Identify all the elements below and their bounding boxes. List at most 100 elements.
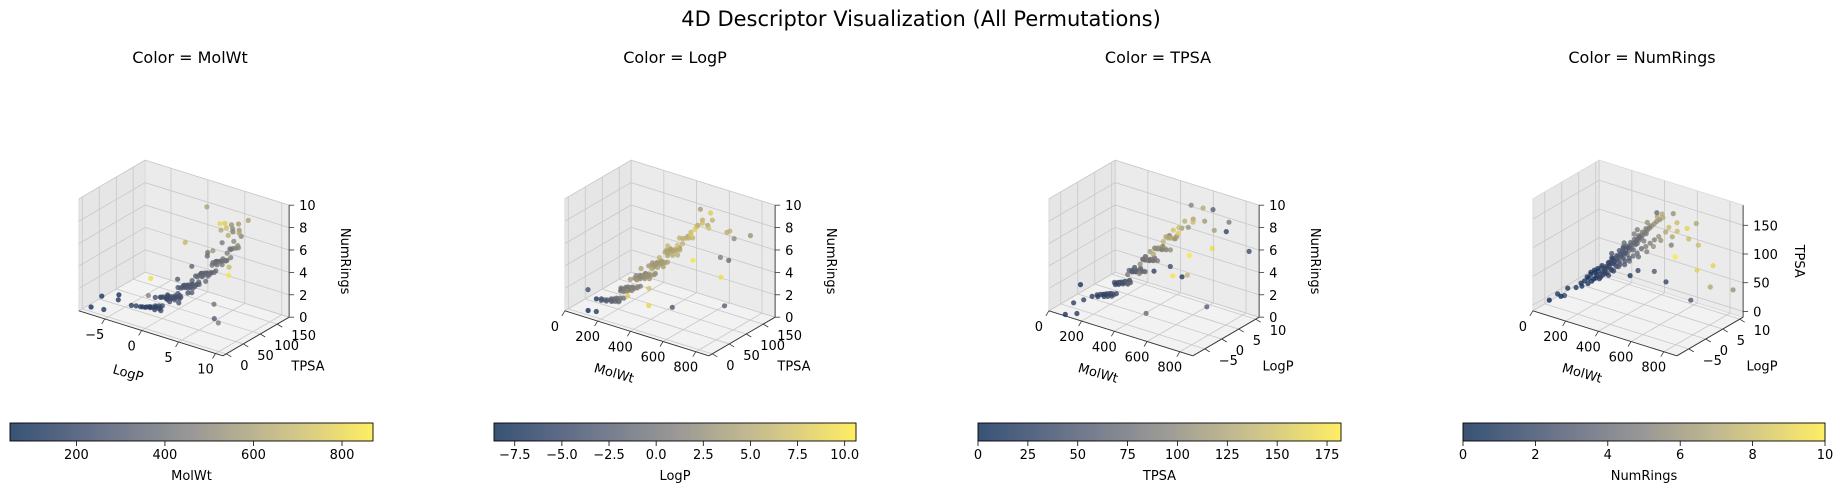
y-tick	[1722, 328, 1728, 333]
colorbar-tick-label: 175	[1315, 448, 1340, 463]
x-axis-line	[78, 310, 224, 357]
scatter-point	[211, 301, 217, 307]
scatter-point	[158, 294, 164, 300]
colorbar-tick-label: 600	[241, 448, 266, 463]
colorbar: −7.5 −5.0 −2.5 0.0 2.5 5.0 7.5 10.0 LogP	[493, 422, 859, 484]
scatter-point	[128, 302, 134, 308]
x-axis-title: MolWt	[1560, 361, 1603, 387]
scatter-point	[1588, 269, 1594, 275]
scatter-point	[1165, 235, 1171, 241]
scatter-point	[709, 217, 716, 223]
scatter-point	[1666, 224, 1672, 230]
scatter-point	[116, 292, 122, 298]
colorbar-tick-label: 0.0	[646, 448, 667, 463]
scatter-point	[1112, 281, 1118, 288]
colorbar-tick-label: −2.5	[593, 448, 625, 463]
x-tick-label: 10	[197, 363, 214, 378]
scatter-point	[226, 272, 232, 278]
y-tick	[226, 353, 232, 358]
x-tick	[1110, 331, 1115, 337]
scatter-point	[674, 242, 681, 248]
scatter-point	[194, 274, 200, 280]
scatter-point	[1179, 274, 1185, 280]
scatter-point	[203, 278, 209, 284]
z-tick-label: 4	[785, 266, 793, 281]
scatter-point	[706, 225, 712, 231]
z-gridline	[564, 249, 776, 296]
y-axis-line	[1676, 316, 1744, 357]
y-tick	[1204, 348, 1210, 353]
scatter-point	[1175, 230, 1181, 236]
scatter-point	[137, 304, 144, 310]
scatter-point	[731, 236, 737, 242]
scatter-point	[718, 274, 724, 280]
colorbar-tick-label: 6	[1676, 448, 1684, 463]
x-tick	[1627, 341, 1632, 347]
scatter-point	[214, 262, 220, 268]
scatter-point	[1176, 225, 1182, 231]
x-tick-label: 400	[1576, 340, 1601, 355]
scatter-point	[228, 222, 235, 228]
x-axis-line	[1048, 310, 1194, 357]
x-tick-label: 0	[128, 339, 136, 354]
scatter-point	[1546, 297, 1552, 303]
y-tick-label: 50	[257, 349, 274, 364]
scatter-point	[222, 220, 228, 226]
scatter-point	[655, 264, 661, 270]
scatter-point	[1651, 237, 1657, 243]
scatter-point	[1684, 225, 1690, 231]
x-tick-label: 200	[575, 330, 600, 345]
scatter-point	[1695, 242, 1701, 248]
y-axis-line	[222, 316, 290, 357]
z-gridline	[1048, 226, 1260, 273]
scatter-point	[1159, 247, 1165, 253]
scatter-point	[1202, 218, 1208, 224]
colorbar-tick-label: 0	[1459, 448, 1467, 463]
scatter-point	[231, 238, 237, 244]
scatter-point	[1167, 263, 1173, 270]
scatter-point	[1650, 243, 1656, 250]
scatter-point	[1062, 311, 1068, 317]
scatter-point	[1585, 280, 1591, 287]
colorbar-tick-label: 25	[1020, 448, 1037, 463]
scatter-point	[1659, 211, 1665, 217]
x-tick-label: 5	[164, 351, 172, 366]
z-gridline	[564, 204, 776, 251]
x-tick-label: 800	[1157, 361, 1182, 376]
figure-title: 4D Descriptor Visualization (All Permuta…	[681, 7, 1161, 31]
scatter-point	[189, 263, 195, 269]
scatter-point	[1634, 250, 1640, 256]
colorbar-bar	[9, 422, 374, 442]
z-tick-label: 0	[299, 311, 307, 326]
scatter-point	[189, 290, 195, 296]
scatter-point	[205, 273, 211, 279]
z-axis-title: NumRings	[823, 228, 838, 295]
x-tick	[1562, 320, 1566, 327]
z-tick-label: 6	[299, 244, 307, 259]
scatter-point	[1137, 261, 1143, 267]
scatter-point	[211, 316, 217, 322]
scatter-point	[1654, 214, 1660, 220]
scatter-point	[642, 276, 648, 282]
x-gridline	[1565, 170, 1633, 322]
scatter-point	[1172, 236, 1178, 242]
scatter-point	[1672, 254, 1678, 260]
scatter-point	[656, 255, 663, 261]
colorbar-tick-label: 800	[330, 448, 355, 463]
scatter-point	[1074, 310, 1080, 317]
x-tick	[1594, 331, 1599, 337]
x-gridline	[1630, 190, 1698, 342]
scatter-point	[1600, 272, 1606, 278]
scatter-points	[1062, 202, 1252, 317]
z-tick-label: 2	[299, 289, 307, 304]
scatter-point	[175, 284, 181, 291]
scatter-point	[115, 297, 121, 303]
scatter-point	[1190, 219, 1196, 225]
scatter-point	[747, 233, 754, 239]
scatter-point	[217, 221, 223, 227]
scatter-point	[182, 239, 188, 245]
scatter-point	[1710, 263, 1716, 269]
scatter-points	[88, 204, 251, 326]
colorbar: 200 400 600 800 MolWt	[9, 422, 374, 484]
